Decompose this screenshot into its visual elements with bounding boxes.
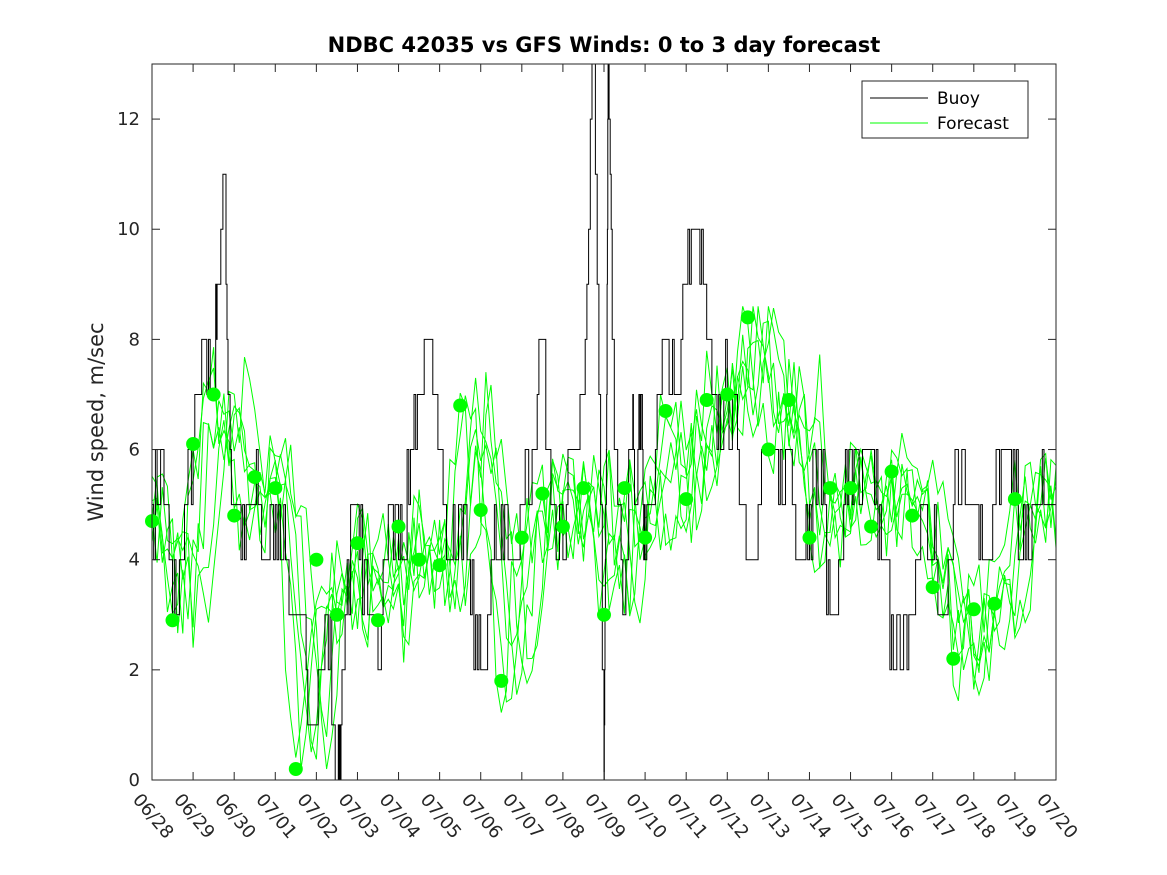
forecast-run-line [151,306,1057,737]
y-tick-label: 12 [117,109,140,130]
forecast-point [227,508,242,523]
forecast-point [617,481,632,496]
forecast-point [371,613,385,628]
forecast-point [802,530,817,545]
forecast-point [391,519,406,534]
forecast-point [987,596,1002,611]
legend-buoy-label: Buoy [937,89,980,109]
buoy-series [152,63,1056,781]
forecast-point [514,530,529,545]
forecast-point [843,481,858,496]
forecast-point [473,503,488,518]
y-tick-label: 0 [129,770,140,791]
forecast-point [555,519,570,534]
y-tick-label: 10 [117,219,140,240]
forecast-point [329,607,344,622]
forecast-point [165,613,180,628]
forecast-run-line [151,306,1057,753]
forecast-run-line [151,306,1057,758]
legend-forecast-label: Forecast [937,114,1009,134]
plot-area [152,64,1056,780]
forecast-point [658,404,673,418]
forecast-run-line [151,320,1057,760]
forecast-markers [145,310,1022,776]
forecast-point [1007,492,1022,507]
forecast-point [946,651,961,666]
forecast-point [186,437,201,451]
forecast-point [761,442,776,457]
forecast-point [597,607,611,622]
forecast-point [905,508,920,523]
forecast-point [247,470,262,485]
forecast-point [864,519,879,534]
legend-box [861,80,1029,139]
forecast-point [432,558,447,573]
forecast-point [720,387,735,402]
y-tick-label: 6 [129,440,140,461]
forecast-point [453,398,468,413]
forecast-point [206,387,221,402]
y-axis-label: Wind speed, m/sec [84,322,108,521]
forecast-point [884,464,899,479]
buoy-line [152,63,1056,781]
forecast-series [151,306,1057,770]
forecast-point [679,492,694,507]
legend: Buoy Forecast [861,80,1029,139]
forecast-point [576,481,591,496]
forecast-point [309,552,324,567]
forecast-run-line [151,307,1057,770]
forecast-point [638,530,653,545]
forecast-point [350,536,365,551]
y-tick-label: 2 [129,660,140,681]
y-tick-label: 8 [129,329,140,350]
forecast-point [494,673,509,688]
forecast-point [699,393,714,407]
forecast-point [781,393,796,407]
chart-title: NDBC 42035 vs GFS Winds: 0 to 3 day fore… [328,33,881,57]
y-axis: 0 2 4 6 8 10 12 [117,109,1056,791]
forecast-point [535,486,550,501]
forecast-point [740,310,755,325]
forecast-point [925,580,940,595]
forecast-point [412,552,427,567]
forecast-point [823,481,837,496]
y-tick-label: 4 [129,550,140,571]
forecast-point [288,762,303,776]
forecast-point [966,602,981,617]
forecast-point [268,481,283,496]
